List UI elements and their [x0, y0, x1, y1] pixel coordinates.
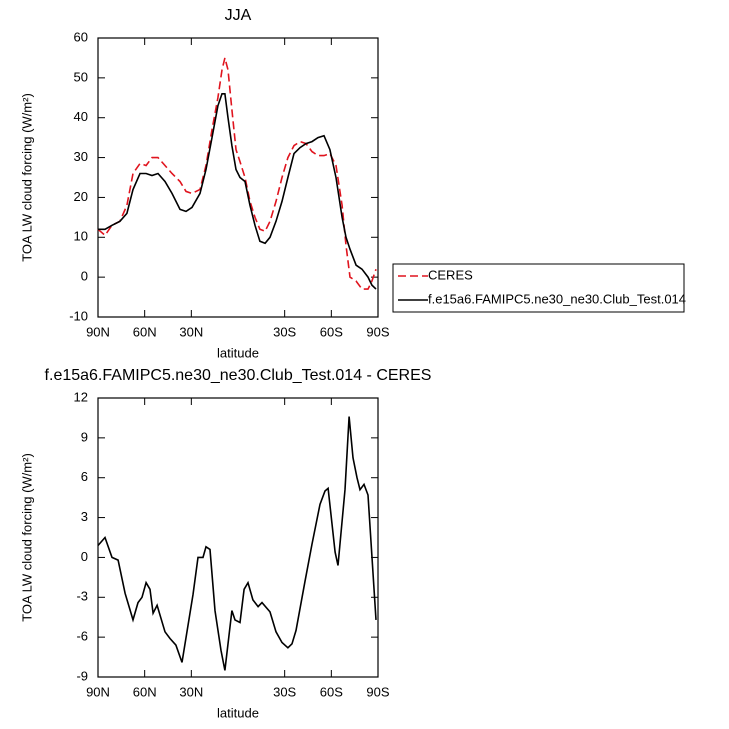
- y-tick-label: -3: [76, 589, 88, 604]
- plot-frame: [97, 37, 379, 318]
- y-tick-label: -9: [76, 668, 88, 683]
- legend-label: f.e15a6.FAMIPC5.ne30_ne30.Club_Test.014: [428, 291, 686, 306]
- chart-title: f.e15a6.FAMIPC5.ne30_ne30.Club_Test.014 …: [45, 367, 432, 384]
- x-tick-label: 60S: [320, 324, 343, 339]
- y-tick-label: 12: [74, 389, 88, 404]
- y-tick-label: 10: [74, 229, 88, 244]
- x-tick-label: 90N: [86, 324, 110, 339]
- x-tick-label: 90S: [366, 324, 389, 339]
- x-tick-label: 30S: [273, 324, 296, 339]
- y-tick-label: 30: [74, 149, 88, 164]
- x-tick-label: 60N: [133, 324, 157, 339]
- x-tick-label: 30N: [179, 684, 203, 699]
- y-tick-label: 20: [74, 189, 88, 204]
- x-tick-label: 30N: [179, 324, 203, 339]
- x-axis-label: latitude: [217, 345, 259, 360]
- x-tick-label: 60N: [133, 684, 157, 699]
- y-axis-label: TOA LW cloud forcing (W/m²): [19, 93, 34, 262]
- x-tick-label: 30S: [273, 684, 296, 699]
- x-axis-label: latitude: [217, 705, 259, 720]
- y-tick-label: 3: [81, 509, 88, 524]
- legend-box: [392, 263, 685, 313]
- data-line: [97, 57, 377, 290]
- y-axis-label: TOA LW cloud forcing (W/m²): [19, 453, 34, 622]
- y-tick-label: -6: [76, 629, 88, 644]
- y-tick-label: 0: [81, 269, 88, 284]
- legend-label: CERES: [428, 267, 473, 282]
- y-tick-label: 9: [81, 429, 88, 444]
- chart-title: JJA: [225, 7, 252, 24]
- data-line: [97, 416, 377, 671]
- y-tick-label: 60: [74, 29, 88, 44]
- y-tick-label: -10: [69, 308, 88, 323]
- plot-frame: [97, 397, 379, 678]
- y-tick-label: 6: [81, 469, 88, 484]
- x-tick-label: 60S: [320, 684, 343, 699]
- y-tick-label: 0: [81, 549, 88, 564]
- data-line: [98, 93, 377, 290]
- y-tick-label: 50: [74, 69, 88, 84]
- y-tick-label: 40: [74, 109, 88, 124]
- x-tick-label: 90N: [86, 684, 110, 699]
- x-tick-label: 90S: [366, 684, 389, 699]
